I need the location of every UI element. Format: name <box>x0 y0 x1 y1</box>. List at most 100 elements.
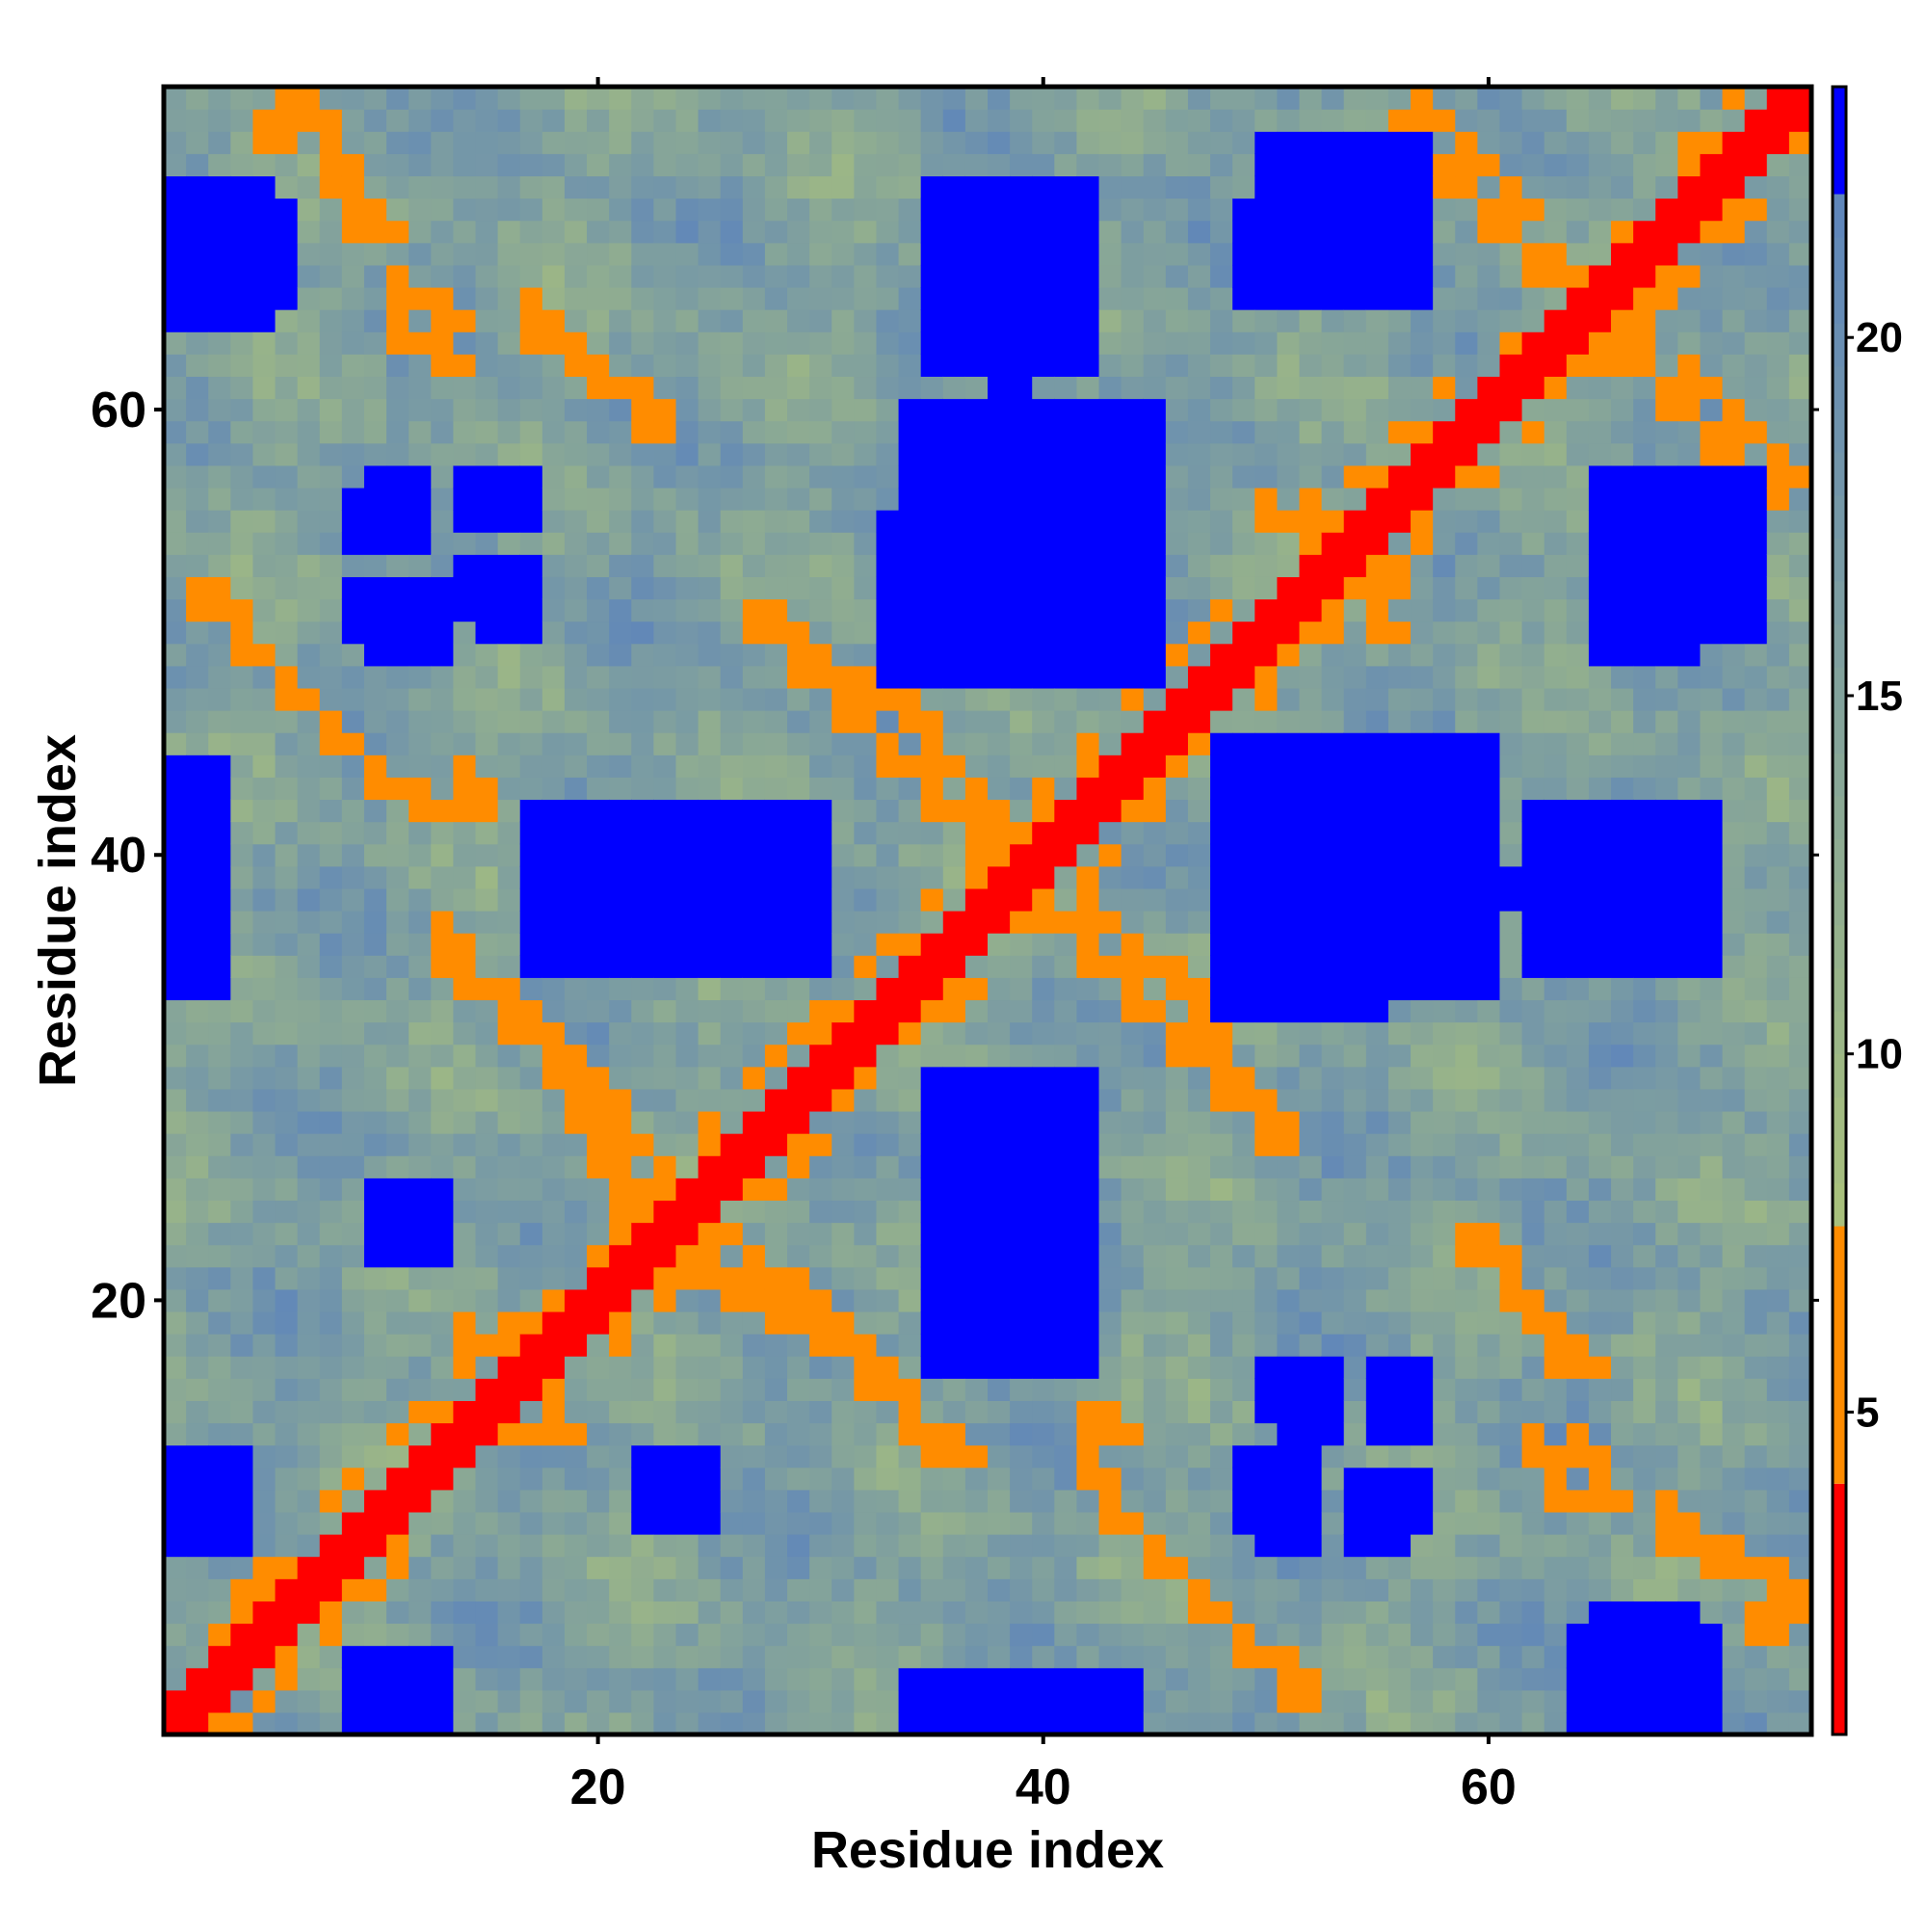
heatmap-cell <box>1187 1222 1211 1246</box>
heatmap-cell <box>1655 1244 1678 1268</box>
heatmap-cell <box>920 1534 944 1557</box>
heatmap-cell <box>653 1266 677 1290</box>
heatmap-cell <box>787 1088 810 1112</box>
heatmap-cell <box>1455 1266 1478 1290</box>
heatmap-cell <box>1566 309 1590 332</box>
heatmap-cell <box>1544 242 1568 266</box>
heatmap-cell <box>1143 153 1167 177</box>
heatmap-cell <box>1611 1689 1634 1713</box>
heatmap-cell <box>386 1467 409 1491</box>
heatmap-cell <box>541 1133 566 1156</box>
heatmap-cell <box>1121 777 1145 801</box>
heatmap-cell <box>988 532 1011 555</box>
heatmap-cell <box>297 1310 321 1335</box>
heatmap-cell <box>1321 1288 1345 1312</box>
heatmap-cell <box>1387 242 1412 266</box>
heatmap-cell <box>1343 955 1367 978</box>
heatmap-cell <box>1611 1422 1634 1446</box>
heatmap-cell <box>832 1133 855 1156</box>
heatmap-cell <box>1254 1244 1279 1268</box>
heatmap-cell <box>1633 933 1656 956</box>
heatmap-cell <box>1411 1310 1434 1335</box>
heatmap-cell <box>1343 1266 1367 1290</box>
heatmap-cell <box>208 821 231 845</box>
heatmap-cell <box>942 153 966 177</box>
heatmap-cell <box>519 710 543 733</box>
heatmap-cell <box>208 1378 231 1401</box>
heatmap-cell <box>541 598 566 622</box>
heatmap-cell <box>587 331 610 355</box>
heatmap-cell <box>920 532 944 555</box>
heatmap-cell <box>1365 1601 1389 1625</box>
heatmap-cell <box>1499 1310 1523 1335</box>
heatmap-cell <box>1588 398 1612 422</box>
heatmap-cell <box>1254 977 1279 1001</box>
heatmap-cell <box>942 554 966 577</box>
heatmap-cell <box>519 1222 543 1246</box>
heatmap-cell <box>1588 376 1612 400</box>
heatmap-cell <box>319 1066 343 1090</box>
heatmap-cell <box>764 1534 788 1557</box>
heatmap-cell <box>898 1356 922 1379</box>
heatmap-cell <box>1521 887 1545 912</box>
heatmap-cell <box>1254 955 1279 978</box>
heatmap-cell <box>1433 1645 1456 1669</box>
heatmap-cell <box>1387 1601 1412 1625</box>
heatmap-cell <box>720 1467 744 1491</box>
heatmap-cell <box>1611 1511 1634 1535</box>
heatmap-cell <box>653 175 677 199</box>
heatmap-cell <box>297 309 321 332</box>
heatmap-cell <box>1165 242 1189 266</box>
heatmap-cell <box>854 309 878 332</box>
heatmap-cell <box>1477 643 1501 667</box>
heatmap-cell <box>1566 510 1590 533</box>
heatmap-cell <box>1232 1711 1255 1735</box>
heatmap-cell <box>787 1178 810 1202</box>
heatmap-cell <box>1076 1288 1100 1312</box>
heatmap-cell <box>431 1601 455 1625</box>
heatmap-cell <box>698 911 722 934</box>
heatmap-cell <box>1477 1556 1501 1579</box>
heatmap-cell <box>1232 198 1255 222</box>
heatmap-cell <box>1499 999 1523 1023</box>
heatmap-cell <box>386 109 409 132</box>
heatmap-cell <box>1477 510 1501 533</box>
heatmap-cell <box>363 309 387 332</box>
heatmap-cell <box>1455 220 1478 244</box>
heatmap-cell <box>1411 331 1434 355</box>
heatmap-cell <box>186 242 209 266</box>
heatmap-cell <box>497 109 521 132</box>
heatmap-cell <box>920 977 944 1001</box>
heatmap-cell <box>1032 621 1055 645</box>
heatmap-cell <box>876 977 900 1001</box>
heatmap-cell <box>1277 153 1301 177</box>
heatmap-cell <box>1343 131 1367 154</box>
heatmap-cell <box>787 1110 810 1134</box>
heatmap-cell <box>1121 687 1145 711</box>
heatmap-cell <box>876 264 900 288</box>
heatmap-cell <box>475 732 499 755</box>
heatmap-cell <box>787 1511 810 1535</box>
heatmap-cell <box>742 1222 766 1246</box>
heatmap-cell <box>519 1556 543 1579</box>
heatmap-cell <box>1277 821 1301 845</box>
heatmap-cell <box>297 1334 321 1357</box>
heatmap-cell <box>653 131 677 154</box>
heatmap-cell <box>1054 1578 1078 1601</box>
heatmap-cell <box>230 576 254 600</box>
heatmap-cell <box>475 220 499 244</box>
heatmap-cell <box>1165 1689 1189 1713</box>
heatmap-cell <box>1232 821 1255 845</box>
heatmap-cell <box>1387 799 1412 823</box>
heatmap-cell <box>1566 799 1590 823</box>
heatmap-cell <box>186 598 209 622</box>
heatmap-cell <box>1566 554 1590 577</box>
heatmap-cell <box>386 1044 409 1068</box>
heatmap-cell <box>1499 1578 1523 1601</box>
heatmap-cell <box>609 643 632 667</box>
heatmap-cell <box>631 1601 654 1625</box>
heatmap-cell <box>587 1400 610 1424</box>
heatmap-cell <box>1633 1266 1656 1290</box>
heatmap-cell <box>1299 1266 1323 1290</box>
heatmap-cell <box>1076 1534 1100 1557</box>
